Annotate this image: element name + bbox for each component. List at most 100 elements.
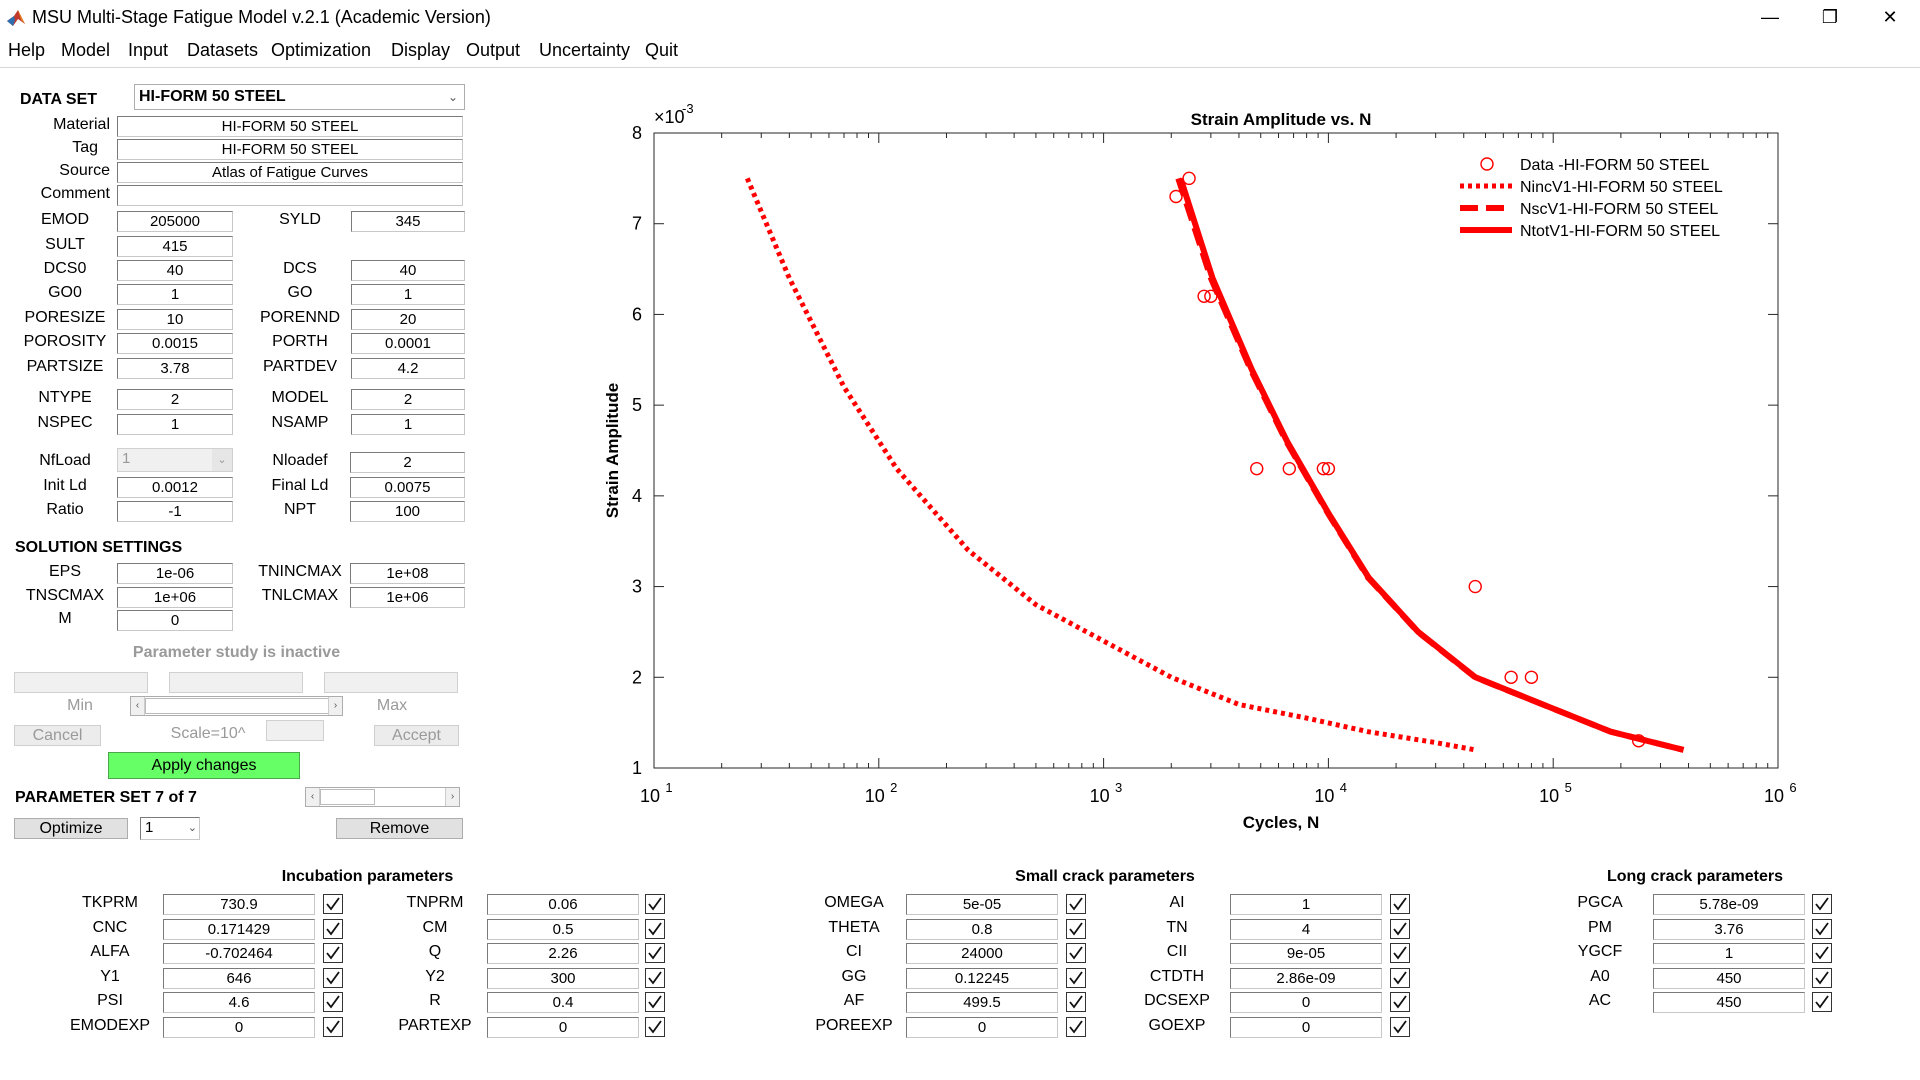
tkprm-checkbox[interactable] — [323, 894, 343, 914]
finalld-field[interactable]: 0.0075 — [350, 477, 465, 498]
ctdth-field[interactable]: 2.86e-09 — [1230, 967, 1382, 989]
omega-field[interactable]: 5e-05 — [906, 894, 1058, 915]
q-checkbox[interactable] — [645, 943, 665, 964]
syld-field[interactable]: 345 — [351, 211, 465, 232]
ratio-field[interactable]: -1 — [117, 501, 233, 522]
af-checkbox[interactable] — [1066, 992, 1086, 1013]
tnincmax-field[interactable]: 1e+08 — [350, 563, 465, 584]
poresize-field[interactable]: 10 — [117, 309, 233, 330]
nloadef-field[interactable]: 2 — [350, 452, 465, 473]
poreexp-checkbox[interactable] — [1066, 1017, 1086, 1037]
menu-output[interactable]: Output — [466, 40, 521, 60]
tn-checkbox[interactable] — [1390, 918, 1410, 939]
restore-button[interactable]: ❐ — [1821, 7, 1839, 27]
pgca-field[interactable]: 5.78e-09 — [1653, 894, 1805, 915]
cii-checkbox[interactable] — [1390, 943, 1410, 964]
source-field[interactable]: Atlas of Fatigue Curves — [117, 162, 463, 183]
alfa-field[interactable]: -0.702464 — [163, 943, 315, 965]
menu-model[interactable]: Model — [61, 40, 111, 60]
npt-field[interactable]: 100 — [350, 501, 465, 522]
ygcf-checkbox[interactable] — [1812, 943, 1832, 964]
tnprm-checkbox[interactable] — [645, 894, 665, 914]
material-field[interactable]: HI-FORM 50 STEEL — [117, 116, 463, 137]
cm-checkbox[interactable] — [645, 918, 665, 939]
ctdth-checkbox[interactable] — [1390, 967, 1410, 988]
gg-checkbox[interactable] — [1066, 967, 1086, 988]
partexp-field[interactable]: 0 — [487, 1017, 639, 1038]
menu-optimization[interactable]: Optimization — [271, 40, 372, 60]
r-field[interactable]: 0.4 — [487, 992, 639, 1014]
parameter-set-slider[interactable]: ‹ › — [305, 787, 460, 807]
initld-field[interactable]: 0.0012 — [117, 477, 233, 498]
porth-field[interactable]: 0.0001 — [351, 333, 465, 354]
a0-checkbox[interactable] — [1812, 967, 1832, 988]
tnlcmax-field[interactable]: 1e+06 — [350, 587, 465, 608]
a0-field[interactable]: 450 — [1653, 967, 1805, 989]
goexp-field[interactable]: 0 — [1230, 1017, 1382, 1038]
dcs-field[interactable]: 40 — [351, 260, 465, 281]
alfa-checkbox[interactable] — [323, 943, 343, 964]
menu-uncertainty[interactable]: Uncertainty — [539, 40, 631, 60]
pm-checkbox[interactable] — [1812, 918, 1832, 939]
cnc-checkbox[interactable] — [323, 918, 343, 939]
cnc-field[interactable]: 0.171429 — [163, 918, 315, 940]
eps-field[interactable]: 1e-06 — [117, 563, 233, 584]
model-field[interactable]: 2 — [351, 389, 465, 410]
goexp-checkbox[interactable] — [1390, 1017, 1410, 1037]
tag-field[interactable]: HI-FORM 50 STEEL — [117, 139, 463, 160]
partdev-field[interactable]: 4.2 — [351, 358, 465, 379]
dcsexp-checkbox[interactable] — [1390, 992, 1410, 1013]
y1-checkbox[interactable] — [323, 967, 343, 988]
partexp-checkbox[interactable] — [645, 1017, 665, 1037]
psi-checkbox[interactable] — [323, 992, 343, 1013]
theta-field[interactable]: 0.8 — [906, 918, 1058, 940]
sult-field[interactable]: 415 — [117, 236, 233, 257]
menu-quit[interactable]: Quit — [645, 40, 679, 60]
emodexp-field[interactable]: 0 — [163, 1017, 315, 1038]
nfload-dropdown[interactable]: 1 ⌄ — [117, 448, 233, 472]
remove-button[interactable]: Remove — [336, 818, 463, 839]
porennd-field[interactable]: 20 — [351, 309, 465, 330]
dcs0-field[interactable]: 40 — [117, 260, 233, 281]
partsize-field[interactable]: 3.78 — [117, 358, 233, 379]
accept-button[interactable]: Accept — [374, 725, 459, 746]
slider-thumb[interactable] — [320, 789, 375, 805]
ntype-field[interactable]: 2 — [117, 389, 233, 410]
cancel-button[interactable]: Cancel — [14, 725, 101, 746]
ai-checkbox[interactable] — [1390, 894, 1410, 914]
poreexp-field[interactable]: 0 — [906, 1017, 1058, 1038]
optimize-button[interactable]: Optimize — [14, 818, 128, 839]
go0-field[interactable]: 1 — [117, 284, 233, 305]
omega-checkbox[interactable] — [1066, 894, 1086, 914]
tnscmax-field[interactable]: 1e+06 — [117, 587, 233, 608]
dataset-dropdown[interactable]: HI-FORM 50 STEEL ⌄ — [134, 84, 465, 110]
emodexp-checkbox[interactable] — [323, 1017, 343, 1037]
nspec-field[interactable]: 1 — [117, 414, 233, 435]
go-field[interactable]: 1 — [351, 284, 465, 305]
menu-input[interactable]: Input — [128, 40, 169, 60]
tnprm-field[interactable]: 0.06 — [487, 894, 639, 915]
ac-checkbox[interactable] — [1812, 992, 1832, 1013]
menu-help[interactable]: Help — [8, 40, 46, 60]
minimize-button[interactable]: — — [1761, 7, 1779, 27]
r-checkbox[interactable] — [645, 992, 665, 1013]
af-field[interactable]: 499.5 — [906, 992, 1058, 1014]
ygcf-field[interactable]: 1 — [1653, 943, 1805, 965]
slider-thumb[interactable] — [145, 698, 330, 714]
pgca-checkbox[interactable] — [1812, 894, 1832, 914]
close-button[interactable]: ✕ — [1882, 7, 1898, 27]
menu-display[interactable]: Display — [391, 40, 451, 60]
tn-field[interactable]: 4 — [1230, 918, 1382, 940]
ci-checkbox[interactable] — [1066, 943, 1086, 964]
q-field[interactable]: 2.26 — [487, 943, 639, 965]
cii-field[interactable]: 9e-05 — [1230, 943, 1382, 965]
tkprm-field[interactable]: 730.9 — [163, 894, 315, 915]
cm-field[interactable]: 0.5 — [487, 918, 639, 940]
dcsexp-field[interactable]: 0 — [1230, 992, 1382, 1014]
ac-field[interactable]: 450 — [1653, 992, 1805, 1014]
comment-field[interactable] — [117, 185, 463, 206]
ai-field[interactable]: 1 — [1230, 894, 1382, 915]
menu-datasets[interactable]: Datasets — [187, 40, 259, 60]
y1-field[interactable]: 646 — [163, 967, 315, 989]
psi-field[interactable]: 4.6 — [163, 992, 315, 1014]
